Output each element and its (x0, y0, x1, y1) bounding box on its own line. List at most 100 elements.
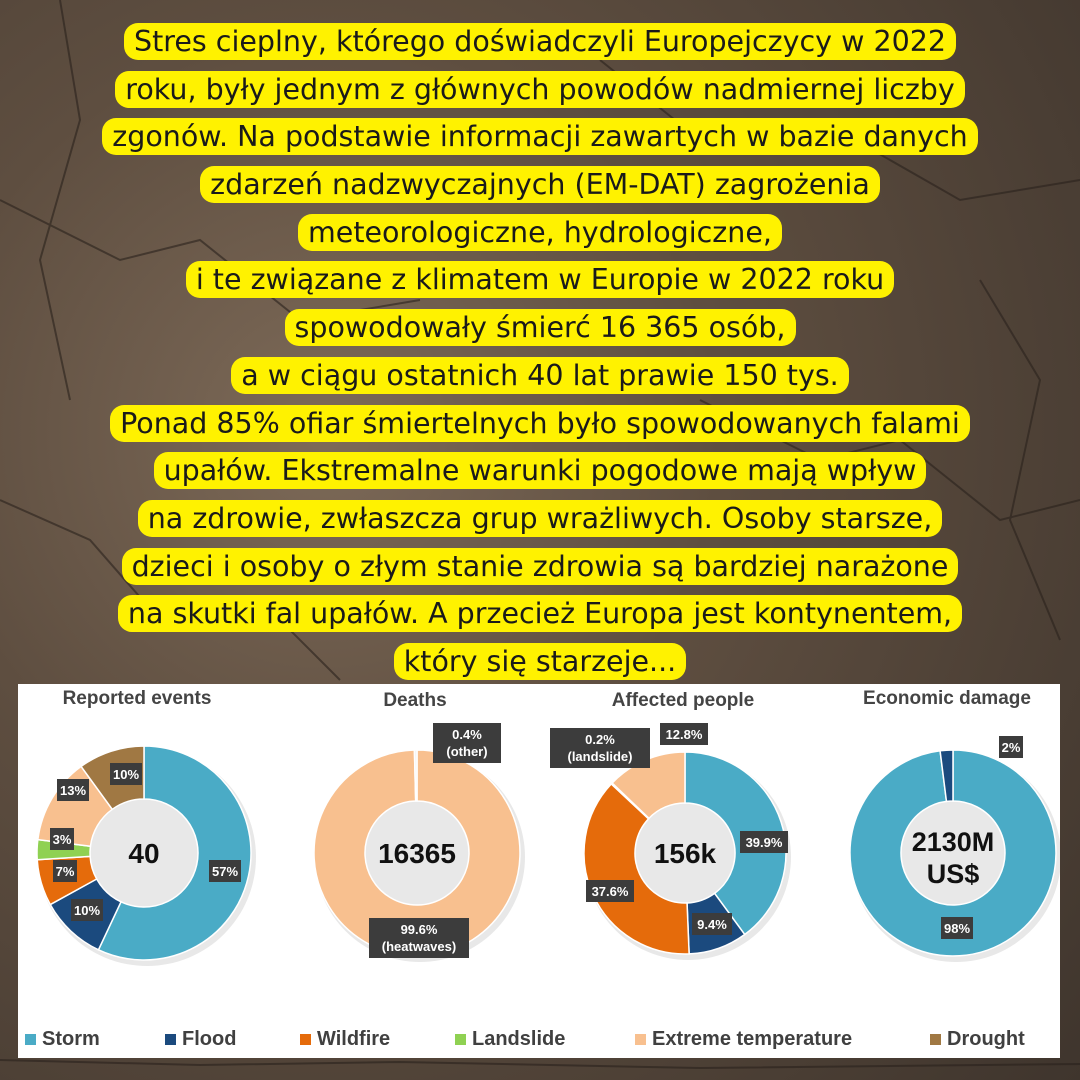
text-line: meteorologiczne, hydrologiczne, (0, 209, 1080, 257)
text-line-highlight: Stres cieplny, którego doświadczyli Euro… (124, 23, 956, 60)
text-line: Ponad 85% ofiar śmiertelnych było spowod… (0, 400, 1080, 448)
text-line-highlight: upałów. Ekstremalne warunki pogodowe maj… (153, 452, 927, 490)
text-line: który się starzeje... (0, 638, 1080, 686)
text-line: roku, były jednym z głównych powodów nad… (0, 66, 1080, 114)
data-label-box (586, 880, 634, 902)
legend-item: Landslide (455, 1028, 565, 1051)
data-label-box (550, 728, 650, 768)
text-line: upałów. Ekstremalne warunki pogodowe maj… (0, 447, 1080, 495)
legend-item: Storm (25, 1028, 100, 1051)
chart-title-affected-people: Affected people (611, 690, 755, 711)
data-sublabel: (other) (446, 744, 487, 759)
legend-label: Drought (947, 1028, 1025, 1050)
legend-swatch (635, 1034, 646, 1045)
text-line: zgonów. Na podstawie informacji zawartyc… (0, 113, 1080, 161)
data-label: 10% (74, 903, 100, 918)
legend-swatch (300, 1034, 311, 1045)
legend-item: Wildfire (300, 1028, 390, 1051)
center-value: 16365 (378, 838, 456, 869)
data-label-box (692, 913, 732, 935)
data-label-box (660, 723, 708, 745)
text-line-highlight: i te związane z klimatem w Europie w 202… (185, 261, 895, 299)
data-label: 12.8% (666, 727, 703, 742)
data-label: 98% (944, 921, 970, 936)
legend-label: Wildfire (317, 1028, 391, 1050)
text-line: a w ciągu ostatnich 40 lat prawie 150 ty… (0, 352, 1080, 400)
text-line-highlight: na skutki fal upałów. A przecież Europa … (117, 595, 963, 633)
legend-label: Landslide (472, 1028, 566, 1050)
data-label-box (433, 723, 501, 763)
chart-title-deaths: Deaths (383, 690, 447, 711)
text-line-highlight: dzieci i osoby o złym stanie zdrowia są … (121, 547, 959, 585)
donut-slice (97, 745, 252, 961)
text-line: i te związane z klimatem w Europie w 202… (0, 256, 1080, 304)
text-line: dzieci i osoby o złym stanie zdrowia są … (0, 543, 1080, 591)
text-line-highlight: który się starzeje... (393, 642, 687, 680)
data-label: 99.6% (401, 922, 438, 937)
data-label-box (999, 736, 1023, 758)
data-label-box (71, 899, 103, 921)
data-label-box (209, 860, 241, 882)
donut-slice (684, 751, 787, 936)
center-value: 40 (128, 838, 159, 869)
legend-swatch (455, 1034, 466, 1045)
donut-charts: 57% 10% 7% 3% 13% 10% 40 99.6% (heatwaves) 0.4% (o… (36, 723, 1060, 966)
center-value: 156k (654, 838, 717, 869)
legend: Storm Flood Wildfire Landslide Extreme tempe… (18, 1028, 1060, 1054)
data-sublabel: (landslide) (567, 749, 632, 764)
data-label-box (57, 779, 89, 801)
data-label: 3% (53, 832, 72, 847)
data-label: 9.4% (697, 917, 727, 932)
text-line-highlight: zdarzeń nadzwyczajnych (EM-DAT) zagrożen… (200, 166, 880, 204)
text-line-highlight: na zdrowie, zwłaszcza grup wrażliwych. O… (137, 499, 943, 537)
data-label-box (941, 917, 973, 939)
legend-label: Storm (42, 1028, 100, 1050)
text-line-highlight: meteorologiczne, hydrologiczne, (298, 213, 782, 251)
data-label: 0.4% (452, 727, 482, 742)
text-line-highlight: spowodowały śmierć 16 365 osób, (284, 309, 796, 347)
legend-swatch (930, 1034, 941, 1045)
data-label: 7% (56, 864, 75, 879)
charts-panel: Reported events Deaths Affected people E… (18, 684, 1060, 1058)
legend-label: Flood (182, 1028, 237, 1050)
data-label-box (50, 828, 74, 850)
legend-item: Extreme temperature (635, 1028, 852, 1051)
text-line: Stres cieplny, którego doświadczyli Euro… (0, 18, 1080, 66)
data-label: 37.6% (592, 884, 629, 899)
donut-slice (611, 751, 686, 820)
center-unit: US$ (927, 859, 980, 889)
legend-item: Drought (930, 1028, 1025, 1051)
data-label-box (110, 763, 142, 785)
legend-label: Extreme temperature (652, 1028, 853, 1050)
data-label-box (740, 831, 788, 853)
data-label: 0.2% (585, 732, 615, 747)
text-line-highlight: Ponad 85% ofiar śmiertelnych było spowod… (110, 404, 970, 442)
text-line-highlight: a w ciągu ostatnich 40 lat prawie 150 ty… (231, 356, 849, 394)
data-label: 2% (1002, 740, 1021, 755)
data-label: 57% (212, 864, 238, 879)
description-text: Stres cieplny, którego doświadczyli Euro… (0, 18, 1080, 686)
donut-slice (939, 749, 954, 803)
donut-slice (313, 749, 521, 957)
data-sublabel: (heatwaves) (382, 939, 456, 954)
data-label-box (53, 860, 77, 882)
legend-swatch (165, 1034, 176, 1045)
legend-swatch (25, 1034, 36, 1045)
donut-slice (849, 749, 1057, 957)
text-line: zdarzeń nadzwyczajnych (EM-DAT) zagrożen… (0, 161, 1080, 209)
chart-title-economic-damage: Economic damage (863, 688, 1031, 709)
data-label: 10% (113, 767, 139, 782)
text-line: na skutki fal upałów. A przecież Europa … (0, 590, 1080, 638)
donut-slice (583, 782, 690, 955)
data-label-box (369, 918, 469, 958)
donut-slice (413, 749, 418, 802)
data-label: 13% (60, 783, 86, 798)
chart-title-reported-events: Reported events (62, 688, 212, 709)
text-line-highlight: zgonów. Na podstawie informacji zawartyc… (102, 118, 978, 156)
data-label: 39.9% (746, 835, 783, 850)
center-value: 2130M (912, 827, 995, 857)
text-line: spowodowały śmierć 16 365 osób, (0, 304, 1080, 352)
text-line-highlight: roku, były jednym z głównych powodów nad… (115, 70, 965, 108)
text-line: na zdrowie, zwłaszcza grup wrażliwych. O… (0, 495, 1080, 543)
legend-item: Flood (165, 1028, 236, 1051)
